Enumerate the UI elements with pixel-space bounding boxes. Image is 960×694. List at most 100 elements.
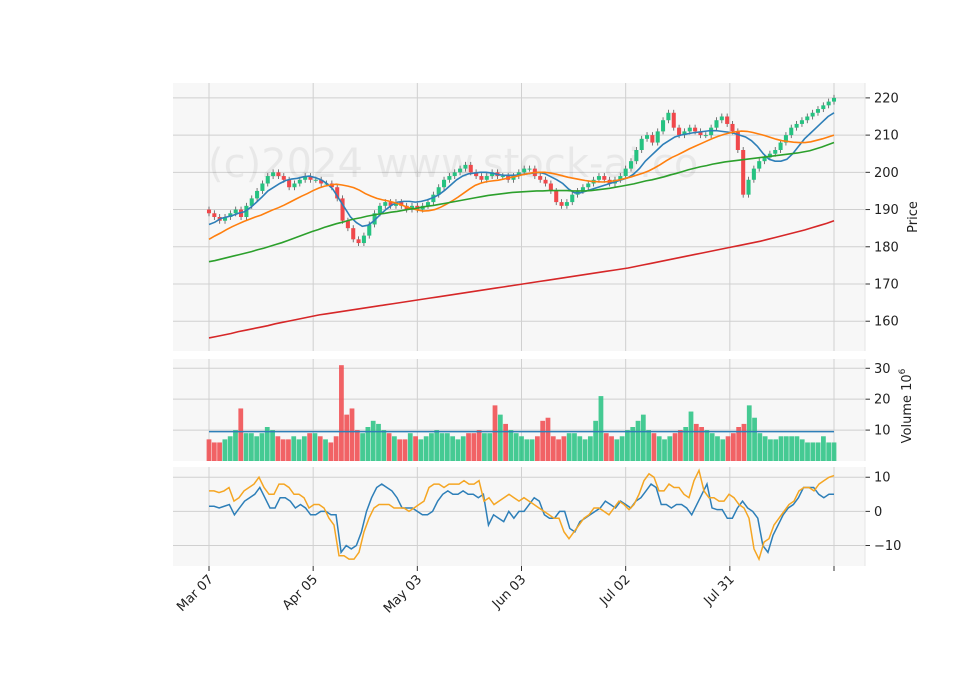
y-tick-label: 160 (874, 315, 899, 330)
volume-bar (211, 442, 217, 461)
candle-up (655, 131, 660, 143)
volume-bar (466, 433, 471, 461)
x-tick-label: Jul 02 (596, 572, 633, 609)
candle-down (308, 176, 313, 180)
y-tick-label: 180 (874, 240, 899, 255)
volume-bar (471, 433, 477, 461)
candle-up (623, 168, 628, 177)
y-tick-label: 0 (874, 505, 882, 520)
candle-up (431, 194, 436, 203)
volume-bar (270, 430, 275, 461)
volume-bar (699, 427, 704, 461)
volume-bar (587, 436, 593, 461)
volume-bar (572, 433, 577, 461)
volume-bar (688, 411, 694, 461)
candle-up (367, 224, 372, 236)
candle-up (292, 183, 297, 188)
candle-down (468, 164, 473, 173)
candle-up (452, 172, 457, 177)
price-axis-label: Price (906, 201, 921, 233)
volume-bar (222, 439, 228, 461)
volume-bar (529, 439, 535, 461)
candle-up (564, 202, 569, 206)
volume-bar (291, 436, 297, 461)
y-tick-label: 170 (874, 278, 899, 293)
candle-up (815, 109, 821, 113)
candle-up (821, 105, 826, 110)
volume-bar (614, 439, 620, 461)
volume-bar (826, 442, 832, 461)
candle-down (538, 176, 543, 180)
candle-up (634, 150, 639, 162)
volume-bar (487, 433, 493, 461)
volume-bar (794, 436, 800, 461)
y-tick-label: −10 (874, 539, 901, 554)
candle-up (596, 176, 601, 180)
candle-up (271, 172, 276, 177)
candle-down (351, 228, 356, 240)
volume-bar (609, 436, 614, 461)
volume-bar (561, 436, 567, 461)
volume-bar (508, 430, 514, 461)
volume-bar (646, 430, 652, 461)
watermark-text: (c)2024 www.stock-ai.co (208, 141, 698, 187)
candle-up (714, 120, 719, 128)
candle-up (805, 116, 810, 121)
volume-bar (423, 436, 429, 461)
volume-bar (736, 427, 742, 461)
candle-down (698, 131, 703, 136)
volume-bar (715, 436, 720, 461)
y-tick-label: 10 (874, 424, 891, 439)
volume-bar (407, 433, 413, 461)
volume-bar (243, 433, 249, 461)
candle-up (666, 112, 671, 121)
volume-bar (365, 427, 371, 461)
volume-bar (238, 408, 244, 461)
candle-up (409, 205, 415, 210)
candle-down (345, 220, 350, 229)
volume-bar (217, 442, 222, 461)
candle-down (741, 150, 746, 195)
candle-up (703, 135, 708, 137)
volume-bar (434, 430, 440, 461)
candle-down (543, 179, 548, 184)
volume-bar (577, 436, 583, 461)
x-tick-label: May 03 (381, 572, 425, 616)
volume-bar (444, 433, 450, 461)
candle-down (340, 198, 345, 221)
volume-bar (656, 436, 662, 461)
volume-bar (233, 430, 238, 461)
candle-up (383, 202, 388, 206)
candle-up (265, 176, 270, 184)
volume-bar (720, 439, 726, 461)
volume-bar (783, 436, 789, 461)
candle-up (233, 209, 238, 214)
candle-up (639, 138, 644, 150)
volume-axis-label: Volume 106 (898, 368, 915, 443)
candle-down (602, 176, 607, 180)
candle-down (650, 135, 655, 143)
candle-up (580, 187, 585, 191)
volume-bar (582, 439, 588, 461)
candle-up (527, 168, 532, 170)
volume-bar (810, 442, 816, 461)
volume-bar (397, 439, 403, 461)
volume-bar (460, 436, 466, 461)
candle-up (393, 202, 398, 206)
volume-bar (248, 433, 254, 461)
oscillator-line-signal (209, 468, 835, 562)
candle-down (206, 209, 212, 214)
y-tick-label: 30 (874, 362, 891, 377)
y-tick-label: 200 (874, 166, 899, 181)
y-tick-label: 20 (874, 393, 891, 408)
volume-bar (370, 420, 376, 461)
candle-up (228, 213, 233, 217)
volume-bar (402, 439, 408, 461)
volume-bar (741, 423, 747, 461)
volume-bar (805, 442, 810, 461)
candle-up (586, 183, 591, 188)
volume-bar (746, 405, 752, 461)
volume-bar (391, 436, 397, 461)
candle-up (645, 135, 650, 139)
candle-up (661, 120, 666, 132)
